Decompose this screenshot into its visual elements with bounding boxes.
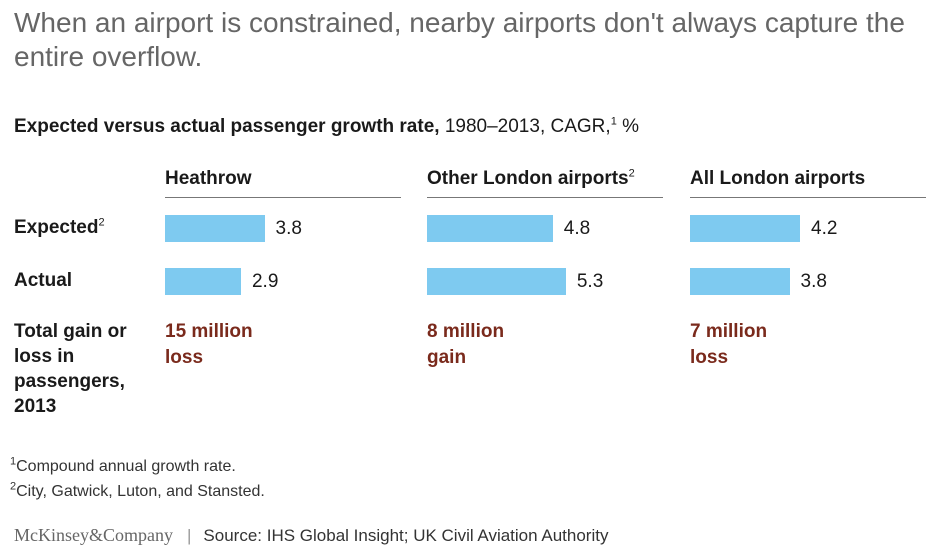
row-label-total: Total gain or loss in passengers, 2013 [14,321,127,417]
subtitle-bold: Expected versus actual passenger growth … [14,116,440,137]
chart-subtitle: Expected versus actual passenger growth … [14,116,639,138]
bar-expected-heathrow [165,215,265,242]
panel-header-other-london-airports: Other London airports2 [427,168,663,198]
subtitle-unit: % [622,116,639,137]
subtitle-rest: 1980–2013, CAGR, [444,116,611,137]
value-label-actual-heathrow: 2.9 [251,271,279,292]
gain-loss-other-london-airports: 8 million gain [427,321,505,368]
bar-expected-all-london-airports [690,215,801,242]
source-note: Source: IHS Global Insight; UK Civil Avi… [203,526,609,545]
value-label-actual-all-london-airports: 3.8 [800,271,827,292]
value-label-expected-other-london-airports: 4.8 [563,218,591,239]
row-label-expected: Expected2 [14,216,105,238]
bar-expected-other-london-airports [427,215,553,242]
mckinsey-logo: McKinsey&Company [14,525,173,545]
footer: McKinsey&Company | Source: IHS Global Insi… [14,525,608,546]
panel-header-all-london-airports: All London airports [690,168,926,198]
bar-actual-heathrow [165,268,241,295]
value-label-actual-other-london-airports: 5.3 [576,271,604,292]
value-label-expected-heathrow: 3.8 [275,218,302,239]
value-label-expected-all-london-airports: 4.2 [811,218,838,239]
chart-title: When an airport is constrained, nearby a… [14,7,905,72]
bar-actual-other-london-airports [427,268,566,295]
bar-actual-all-london-airports [690,268,790,295]
subtitle-footnote-marker: 1 [610,115,617,128]
footnote-2: 2City, Gatwick, Luton, and Stansted. [10,480,265,500]
footer-separator: | [187,526,192,545]
panel-header-heathrow: Heathrow [165,168,401,198]
gain-loss-heathrow: 15 million loss [165,321,253,368]
gain-loss-all-london-airports: 7 million loss [690,321,768,368]
footnote-1: 1Compound annual growth rate. [10,455,236,475]
row-label-actual: Actual [14,270,73,291]
